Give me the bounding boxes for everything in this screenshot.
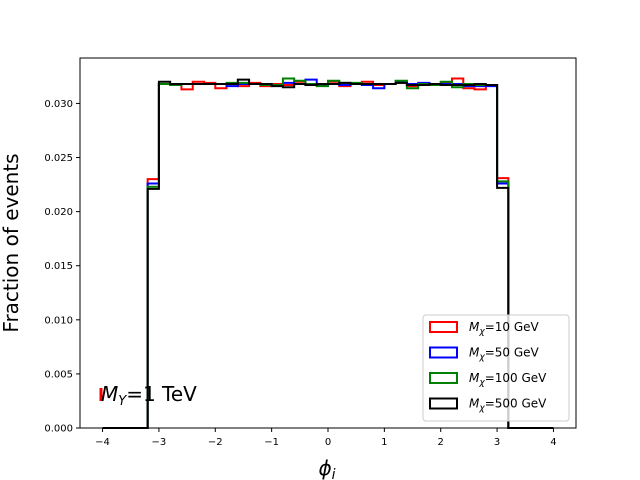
x-tick-label: 2 [438, 437, 444, 448]
x-tick-label: 1 [381, 437, 387, 448]
x-tick-label: −4 [95, 437, 110, 448]
legend-swatch-2 [429, 346, 458, 359]
plot-area [79, 57, 577, 429]
mass-annotation: MY=1 TeV [99, 382, 197, 409]
legend-swatch-3 [429, 372, 458, 384]
x-axis-title-main: ϕ [318, 456, 331, 480]
legend-swatch-4 [429, 397, 458, 410]
axis-ticks: −4 −3 −2 −1 0 1 2 3 4 0.000 0.005 0.010 0.015 0.020 0.… [44, 99, 556, 448]
legend-label-subscript: χ [478, 404, 485, 414]
x-tick-label: 3 [494, 437, 500, 448]
annotation-subscript: Y [118, 394, 127, 409]
legend-label-subscript: χ [478, 353, 485, 363]
x-tick-label: −2 [208, 437, 223, 448]
legend-label-main: M [469, 371, 480, 385]
annotation-main: M [101, 382, 118, 406]
legend-swatch-1 [429, 321, 458, 333]
y-tick-label: 0.010 [44, 315, 73, 326]
legend-label-3: Mχ=100 GeV [469, 371, 547, 388]
annotation-rest: =1 TeV [126, 382, 197, 406]
y-tick-label: 0.000 [44, 424, 73, 435]
x-tick-label: 0 [325, 437, 331, 448]
legend-label-rest: =500 GeV [485, 397, 547, 411]
y-tick-label: 0.030 [44, 99, 73, 110]
x-axis-title: ϕi [318, 456, 335, 480]
legend-label-rest: =10 GeV [485, 320, 540, 334]
y-axis-title: Fraction of events [0, 153, 23, 332]
legend-label-2: Mχ=50 GeV [469, 346, 540, 363]
x-axis-title-subscript: i [332, 467, 336, 480]
legend-label-4: Mχ=500 GeV [469, 397, 547, 414]
x-tick-label: 4 [550, 437, 556, 448]
legend-label-main: M [469, 346, 480, 360]
legend-label-rest: =100 GeV [485, 371, 547, 385]
y-tick-label: 0.020 [44, 207, 73, 218]
series-4-step-line [102, 78, 554, 429]
legend-label-main: M [469, 397, 480, 411]
legend-label-subscript: χ [478, 327, 485, 337]
legend-frame [422, 314, 570, 422]
legend-label-rest: =50 GeV [485, 346, 540, 360]
x-tick-label: −1 [264, 437, 279, 448]
axis-titles: ϕi Fraction of events [0, 153, 336, 480]
annotation-text: MY=1 TeV [101, 382, 197, 409]
legend-label-1: Mχ=10 GeV [469, 320, 540, 337]
y-tick-label: 0.025 [44, 153, 73, 164]
legend-label-main: M [469, 320, 480, 334]
legend-label-subscript: χ [478, 378, 485, 388]
x-tick-label: −3 [152, 437, 167, 448]
y-tick-label: 0.015 [44, 261, 73, 272]
y-tick-label: 0.005 [44, 369, 73, 380]
